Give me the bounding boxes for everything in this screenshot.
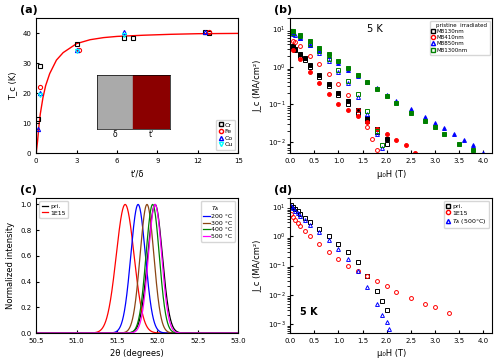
200 °C [110, 331, 116, 335]
500 °C [17, 331, 23, 335]
Legend: pristine  irradiated, MB130nm, MB410nm, MB850nm, MB1300nm: pristine irradiated, MB130nm, MB410nm, M… [430, 21, 490, 55]
Line: pri.: pri. [20, 205, 262, 333]
400 °C [59, 331, 65, 335]
Legend: Cr, Fe, Co, Cu: Cr, Fe, Co, Cu [216, 120, 235, 150]
1E15 [255, 331, 261, 335]
300 °C [17, 331, 23, 335]
Text: (b): (b) [274, 5, 292, 15]
Text: 5 K: 5 K [367, 24, 383, 33]
200 °C [259, 331, 265, 335]
200 °C [45, 331, 51, 335]
300 °C [121, 331, 126, 335]
Y-axis label: Normalized intensity: Normalized intensity [5, 222, 14, 309]
pri. [45, 331, 51, 335]
1E15 [110, 280, 116, 284]
pri. [121, 331, 126, 335]
1E15 [17, 331, 23, 335]
300 °C [144, 202, 150, 207]
X-axis label: μ₀H (T): μ₀H (T) [377, 349, 406, 359]
300 °C [229, 331, 235, 335]
Text: 5 K: 5 K [300, 307, 318, 317]
pri. [152, 202, 158, 207]
200 °C [135, 202, 141, 207]
500 °C [229, 331, 235, 335]
400 °C [229, 331, 235, 335]
200 °C [17, 331, 23, 335]
pri. [110, 331, 116, 335]
500 °C [152, 202, 158, 207]
Y-axis label: J_c (MA/cm²): J_c (MA/cm²) [253, 240, 262, 292]
Legend: pri., 1E15, $T_A$ (500°C): pri., 1E15, $T_A$ (500°C) [444, 201, 490, 228]
200 °C [59, 331, 65, 335]
500 °C [121, 331, 126, 335]
pri. [229, 331, 235, 335]
Legend: $T_A$, 200 °C, 300 °C, 400 °C, 500 °C: $T_A$, 200 °C, 300 °C, 400 °C, 500 °C [201, 201, 235, 242]
pri. [17, 331, 23, 335]
Line: 1E15: 1E15 [20, 205, 262, 333]
Line: 300 °C: 300 °C [20, 205, 262, 333]
400 °C [17, 331, 23, 335]
500 °C [59, 331, 65, 335]
500 °C [255, 331, 261, 335]
500 °C [110, 331, 116, 335]
X-axis label: μ₀H (T): μ₀H (T) [377, 170, 406, 178]
300 °C [255, 331, 261, 335]
300 °C [259, 331, 265, 335]
Y-axis label: J_c (MA/cm²): J_c (MA/cm²) [253, 59, 262, 112]
Text: (d): (d) [274, 185, 292, 195]
Line: 400 °C: 400 °C [20, 205, 262, 333]
pri. [59, 331, 65, 335]
400 °C [110, 331, 116, 335]
pri. [259, 331, 265, 335]
Text: (a): (a) [20, 5, 38, 15]
Line: 200 °C: 200 °C [20, 205, 262, 333]
1E15 [45, 331, 51, 335]
1E15 [259, 331, 265, 335]
400 °C [255, 331, 261, 335]
X-axis label: t'/δ: t'/δ [130, 170, 144, 178]
Y-axis label: T_c (K): T_c (K) [8, 71, 17, 100]
pri. [255, 331, 261, 335]
1E15 [229, 331, 235, 335]
500 °C [45, 331, 51, 335]
Line: 500 °C: 500 °C [20, 205, 262, 333]
1E15 [59, 331, 65, 335]
400 °C [121, 331, 126, 335]
200 °C [255, 331, 261, 335]
200 °C [121, 313, 126, 318]
300 °C [59, 331, 65, 335]
200 °C [229, 331, 235, 335]
Text: (c): (c) [20, 185, 37, 195]
1E15 [121, 204, 126, 209]
300 °C [110, 331, 116, 335]
400 °C [259, 331, 265, 335]
400 °C [149, 202, 155, 207]
300 °C [45, 331, 51, 335]
400 °C [45, 331, 51, 335]
X-axis label: 2θ (degrees): 2θ (degrees) [111, 349, 164, 359]
500 °C [259, 331, 265, 335]
1E15 [122, 202, 128, 207]
